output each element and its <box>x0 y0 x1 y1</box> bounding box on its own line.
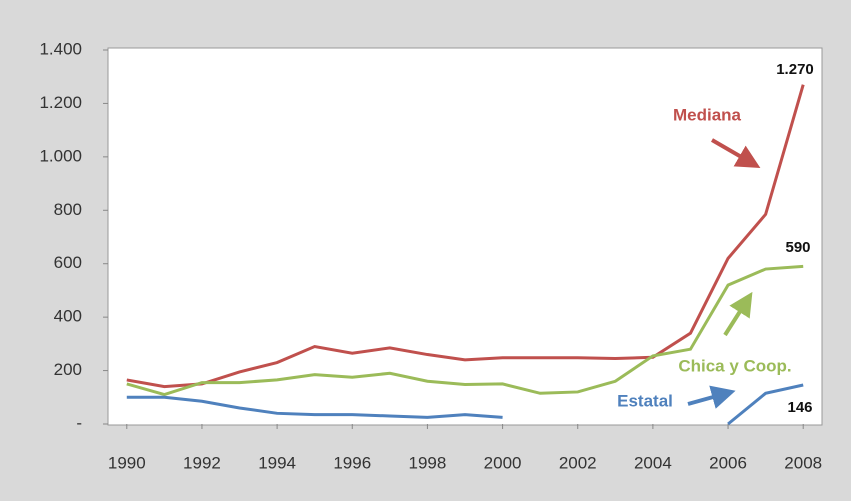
y-tick-label: - <box>76 413 82 432</box>
series-label: Mediana <box>673 105 742 124</box>
series-line <box>126 383 804 426</box>
series-label: Estatal <box>617 391 673 410</box>
x-tick-label: 2002 <box>559 453 597 472</box>
x-tick-label: 2004 <box>634 453 672 472</box>
arrow <box>723 291 753 337</box>
x-tick-label: 1998 <box>409 453 447 472</box>
y-tick-label: 1.400 <box>39 39 82 58</box>
arrow <box>687 385 736 409</box>
y-tick-label: 600 <box>54 253 82 272</box>
series-line <box>126 264 804 397</box>
y-tick-label: 800 <box>54 200 82 219</box>
x-tick-label: 1990 <box>108 453 146 472</box>
data-label: 146 <box>787 399 812 416</box>
arrow <box>710 138 761 169</box>
x-tick-label: 1996 <box>333 453 371 472</box>
y-tick-label: 200 <box>54 360 82 379</box>
series-line <box>126 84 805 389</box>
x-tick-label: 1994 <box>258 453 296 472</box>
series-label: Chica y Coop. <box>678 356 791 375</box>
y-tick-label: 400 <box>54 307 82 326</box>
y-tick-label: 1.200 <box>39 93 82 112</box>
data-label: 1.270 <box>776 61 814 78</box>
plot-area <box>107 47 823 426</box>
x-tick-label: 1992 <box>183 453 221 472</box>
x-tick-label: 2000 <box>484 453 522 472</box>
y-tick-label: 1.000 <box>39 146 82 165</box>
x-tick-label: 2008 <box>784 453 822 472</box>
x-tick-label: 2006 <box>709 453 747 472</box>
data-label: 590 <box>785 239 810 256</box>
